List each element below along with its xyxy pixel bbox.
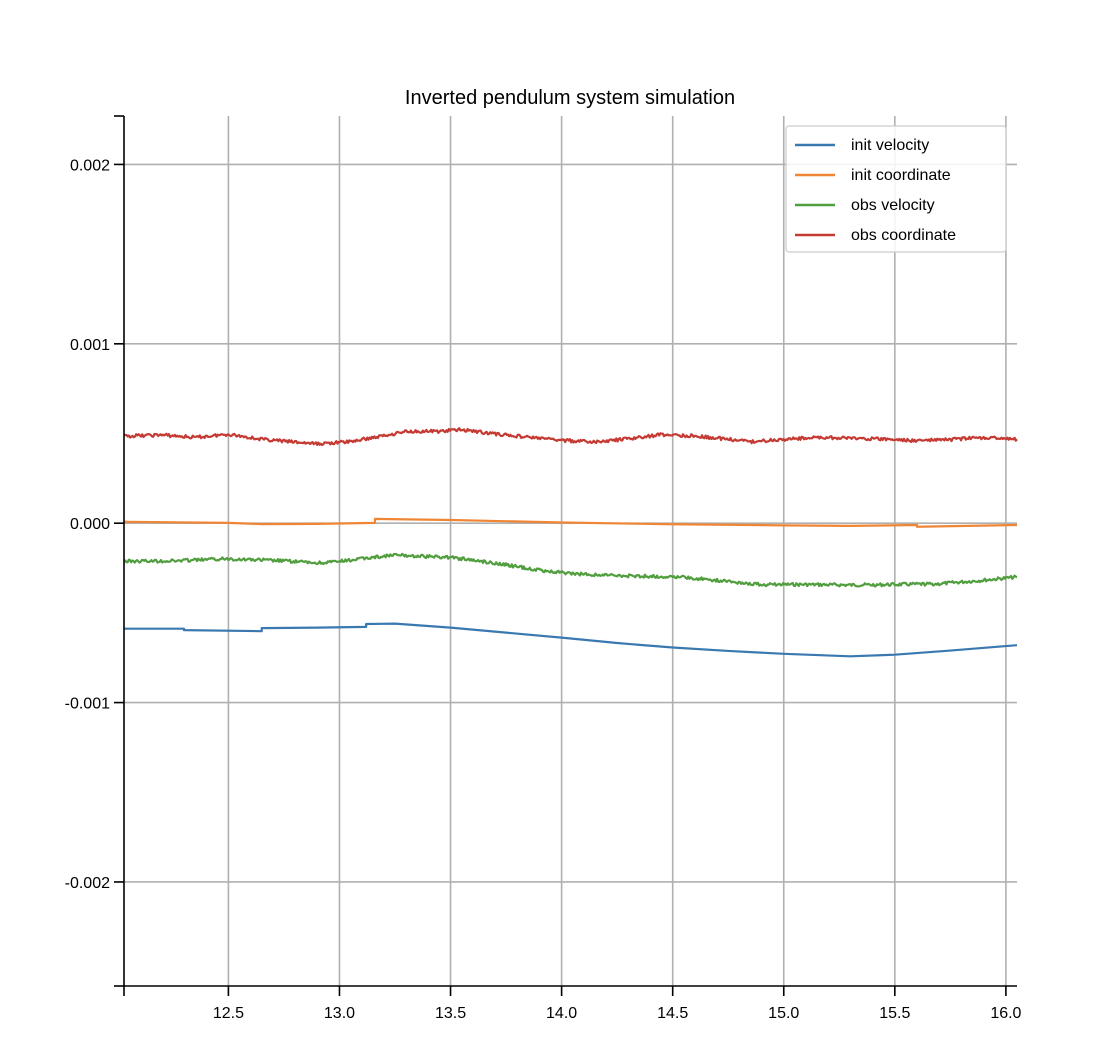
y-tick-label: 0.000 <box>70 516 110 533</box>
y-tick-label: -0.002 <box>65 875 110 892</box>
y-ticks: 0.002 0.001 0.000 -0.001 -0.002 <box>65 115 124 987</box>
x-tick-label: 13.5 <box>435 1005 466 1022</box>
legend-label: init velocity <box>851 137 929 154</box>
x-tick-label: 15.5 <box>879 1005 910 1022</box>
series-line-init-velocity <box>124 622 1018 658</box>
series-lines <box>123 427 1018 658</box>
x-tick-label: 15.0 <box>768 1005 799 1022</box>
y-tick-label: 0.002 <box>70 157 110 174</box>
chart-title: Inverted pendulum system simulation <box>405 87 735 109</box>
legend-label: obs coordinate <box>851 227 956 244</box>
x-tick-label: 14.0 <box>546 1005 577 1022</box>
series-line-init-coordinate <box>123 517 1018 528</box>
y-tick-label: -0.001 <box>65 696 110 713</box>
legend-label: init coordinate <box>851 167 951 184</box>
legend-items: init velocity init coordinate obs velocity… <box>795 137 956 244</box>
axes <box>123 116 1017 987</box>
legend: init velocity init coordinate obs velocity… <box>785 125 1007 253</box>
legend-frame <box>785 125 1007 253</box>
legend-label: obs velocity <box>851 197 935 214</box>
series-line-obs-velocity <box>123 552 1018 588</box>
x-ticks: 12.5 13.0 13.5 14.0 14.5 15.0 15.5 16.0 <box>123 986 1022 1022</box>
x-tick-label: 13.0 <box>324 1005 355 1022</box>
y-tick-label: 0.001 <box>70 337 110 354</box>
x-tick-label: 16.0 <box>990 1005 1021 1022</box>
series-line-obs-coordinate <box>123 427 1018 447</box>
x-tick-label: 14.5 <box>657 1005 688 1022</box>
x-tick-label: 12.5 <box>213 1005 244 1022</box>
